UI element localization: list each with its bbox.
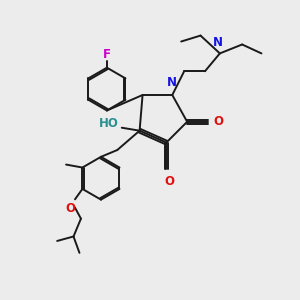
Text: HO: HO: [98, 117, 118, 130]
Text: F: F: [103, 48, 111, 61]
Text: N: N: [213, 36, 224, 49]
Text: O: O: [213, 115, 223, 128]
Text: O: O: [164, 175, 174, 188]
Text: N: N: [167, 76, 177, 89]
Text: O: O: [65, 202, 76, 215]
